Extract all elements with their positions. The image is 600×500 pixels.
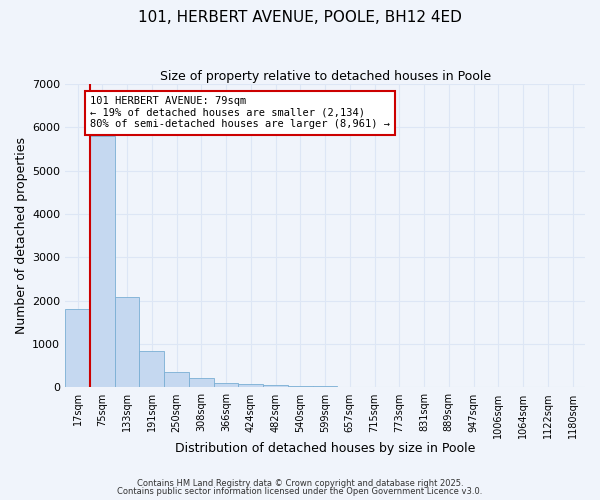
Text: Contains public sector information licensed under the Open Government Licence v3: Contains public sector information licen… <box>118 487 482 496</box>
Bar <box>90 136 115 388</box>
Bar <box>65 310 90 388</box>
Title: Size of property relative to detached houses in Poole: Size of property relative to detached ho… <box>160 70 491 83</box>
Bar <box>238 384 263 388</box>
Bar <box>263 386 288 388</box>
Bar <box>139 351 164 388</box>
Bar <box>288 386 313 388</box>
Text: 101, HERBERT AVENUE, POOLE, BH12 4ED: 101, HERBERT AVENUE, POOLE, BH12 4ED <box>138 10 462 25</box>
Text: Contains HM Land Registry data © Crown copyright and database right 2025.: Contains HM Land Registry data © Crown c… <box>137 478 463 488</box>
Bar <box>214 382 238 388</box>
Y-axis label: Number of detached properties: Number of detached properties <box>15 138 28 334</box>
Bar <box>115 298 139 388</box>
Bar <box>164 372 189 388</box>
X-axis label: Distribution of detached houses by size in Poole: Distribution of detached houses by size … <box>175 442 475 455</box>
Bar <box>189 378 214 388</box>
Text: 101 HERBERT AVENUE: 79sqm
← 19% of detached houses are smaller (2,134)
80% of se: 101 HERBERT AVENUE: 79sqm ← 19% of detac… <box>90 96 390 130</box>
Bar <box>313 386 337 388</box>
